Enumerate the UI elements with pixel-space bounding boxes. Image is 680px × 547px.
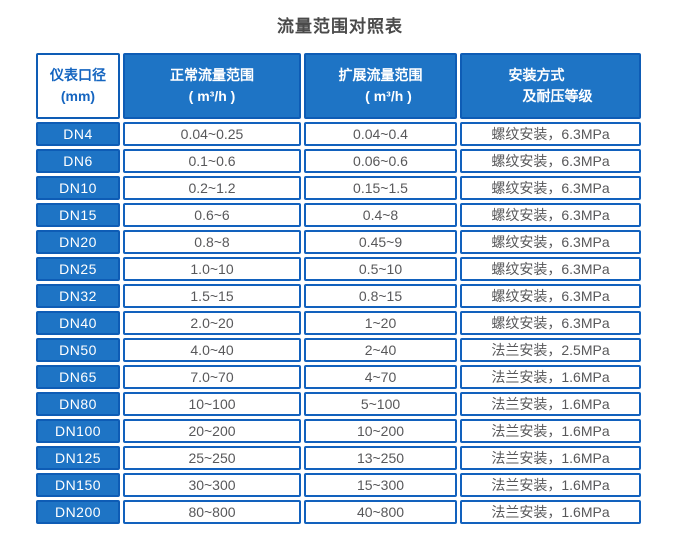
table-row: DN20 0.8~8 0.45~9 螺纹安装，6.3MPa <box>36 230 641 254</box>
cell-extended-range: 0.4~8 <box>304 203 457 227</box>
column-header-diameter-line1: 仪表口径 <box>50 67 106 83</box>
table-row: DN125 25~250 13~250 法兰安装，1.6MPa <box>36 446 641 470</box>
cell-install-pressure: 法兰安装，2.5MPa <box>460 338 641 362</box>
row-header-dn: DN65 <box>36 365 120 389</box>
column-header-normal-line2: ( m³/h ) <box>188 88 236 104</box>
cell-extended-range: 15~300 <box>304 473 457 497</box>
column-header-extended-range: 扩展流量范围 ( m³/h ) <box>304 53 457 119</box>
cell-install-pressure: 螺纹安装，6.3MPa <box>460 311 641 335</box>
cell-install-pressure: 螺纹安装，6.3MPa <box>460 149 641 173</box>
cell-install-pressure: 螺纹安装，6.3MPa <box>460 230 641 254</box>
cell-install-pressure: 螺纹安装，6.3MPa <box>460 122 641 146</box>
column-header-diameter-line2: (mm) <box>60 88 96 104</box>
table-header-row: 仪表口径 (mm) 正常流量范围 ( m³/h ) 扩展流量范围 ( m³/h … <box>36 53 641 119</box>
table-row: DN150 30~300 15~300 法兰安装，1.6MPa <box>36 473 641 497</box>
cell-normal-range: 80~800 <box>123 500 301 524</box>
cell-extended-range: 0.15~1.5 <box>304 176 457 200</box>
table-row: DN15 0.6~6 0.4~8 螺纹安装，6.3MPa <box>36 203 641 227</box>
cell-normal-range: 7.0~70 <box>123 365 301 389</box>
cell-extended-range: 10~200 <box>304 419 457 443</box>
table-row: DN6 0.1~0.6 0.06~0.6 螺纹安装，6.3MPa <box>36 149 641 173</box>
row-header-dn: DN32 <box>36 284 120 308</box>
cell-normal-range: 1.0~10 <box>123 257 301 281</box>
cell-install-pressure: 法兰安装，1.6MPa <box>460 365 641 389</box>
cell-extended-range: 5~100 <box>304 392 457 416</box>
cell-normal-range: 0.8~8 <box>123 230 301 254</box>
table-body: DN4 0.04~0.25 0.04~0.4 螺纹安装，6.3MPa DN6 0… <box>36 122 641 524</box>
cell-normal-range: 30~300 <box>123 473 301 497</box>
cell-install-pressure: 法兰安装，1.6MPa <box>460 500 641 524</box>
row-header-dn: DN50 <box>36 338 120 362</box>
row-header-dn: DN25 <box>36 257 120 281</box>
row-header-dn: DN150 <box>36 473 120 497</box>
column-header-extended-line2: ( m³/h ) <box>365 88 412 104</box>
cell-extended-range: 0.45~9 <box>304 230 457 254</box>
flow-range-table: 仪表口径 (mm) 正常流量范围 ( m³/h ) 扩展流量范围 ( m³/h … <box>33 50 644 527</box>
row-header-dn: DN20 <box>36 230 120 254</box>
row-header-dn: DN80 <box>36 392 120 416</box>
cell-install-pressure: 螺纹安装，6.3MPa <box>460 176 641 200</box>
table-row: DN65 7.0~70 4~70 法兰安装，1.6MPa <box>36 365 641 389</box>
cell-normal-range: 0.6~6 <box>123 203 301 227</box>
cell-extended-range: 1~20 <box>304 311 457 335</box>
column-header-install-line1: 安装方式 <box>508 67 565 83</box>
cell-install-pressure: 法兰安装，1.6MPa <box>460 419 641 443</box>
cell-extended-range: 13~250 <box>304 446 457 470</box>
row-header-dn: DN15 <box>36 203 120 227</box>
cell-extended-range: 0.06~0.6 <box>304 149 457 173</box>
table-row: DN200 80~800 40~800 法兰安装，1.6MPa <box>36 500 641 524</box>
cell-extended-range: 2~40 <box>304 338 457 362</box>
cell-normal-range: 1.5~15 <box>123 284 301 308</box>
row-header-dn: DN10 <box>36 176 120 200</box>
row-header-dn: DN200 <box>36 500 120 524</box>
cell-install-pressure: 法兰安装，1.6MPa <box>460 473 641 497</box>
cell-normal-range: 25~250 <box>123 446 301 470</box>
row-header-dn: DN6 <box>36 149 120 173</box>
cell-install-pressure: 螺纹安装，6.3MPa <box>460 203 641 227</box>
cell-extended-range: 0.5~10 <box>304 257 457 281</box>
cell-install-pressure: 螺纹安装，6.3MPa <box>460 257 641 281</box>
cell-normal-range: 4.0~40 <box>123 338 301 362</box>
table-row: DN40 2.0~20 1~20 螺纹安装，6.3MPa <box>36 311 641 335</box>
column-header-diameter: 仪表口径 (mm) <box>36 53 120 119</box>
row-header-dn: DN100 <box>36 419 120 443</box>
cell-extended-range: 40~800 <box>304 500 457 524</box>
page-title: 流量范围对照表 <box>277 17 403 36</box>
row-header-dn: DN4 <box>36 122 120 146</box>
cell-install-pressure: 法兰安装，1.6MPa <box>460 446 641 470</box>
cell-extended-range: 4~70 <box>304 365 457 389</box>
cell-normal-range: 2.0~20 <box>123 311 301 335</box>
row-header-dn: DN40 <box>36 311 120 335</box>
column-header-install: 安装方式 及耐压等级 <box>460 53 641 119</box>
row-header-dn: DN125 <box>36 446 120 470</box>
table-row: DN100 20~200 10~200 法兰安装，1.6MPa <box>36 419 641 443</box>
column-header-extended-line1: 扩展流量范围 <box>338 67 423 83</box>
table-row: DN10 0.2~1.2 0.15~1.5 螺纹安装，6.3MPa <box>36 176 641 200</box>
cell-extended-range: 0.8~15 <box>304 284 457 308</box>
table-row: DN4 0.04~0.25 0.04~0.4 螺纹安装，6.3MPa <box>36 122 641 146</box>
table-row: DN32 1.5~15 0.8~15 螺纹安装，6.3MPa <box>36 284 641 308</box>
cell-normal-range: 0.04~0.25 <box>123 122 301 146</box>
cell-normal-range: 20~200 <box>123 419 301 443</box>
cell-normal-range: 10~100 <box>123 392 301 416</box>
table-row: DN50 4.0~40 2~40 法兰安装，2.5MPa <box>36 338 641 362</box>
table-row: DN25 1.0~10 0.5~10 螺纹安装，6.3MPa <box>36 257 641 281</box>
column-header-normal-line1: 正常流量范围 <box>170 67 254 83</box>
column-header-normal-range: 正常流量范围 ( m³/h ) <box>123 53 301 119</box>
cell-normal-range: 0.2~1.2 <box>123 176 301 200</box>
cell-extended-range: 0.04~0.4 <box>304 122 457 146</box>
cell-install-pressure: 法兰安装，1.6MPa <box>460 392 641 416</box>
cell-install-pressure: 螺纹安装，6.3MPa <box>460 284 641 308</box>
table-row: DN80 10~100 5~100 法兰安装，1.6MPa <box>36 392 641 416</box>
column-header-install-line2: 及耐压等级 <box>522 88 593 104</box>
cell-normal-range: 0.1~0.6 <box>123 149 301 173</box>
